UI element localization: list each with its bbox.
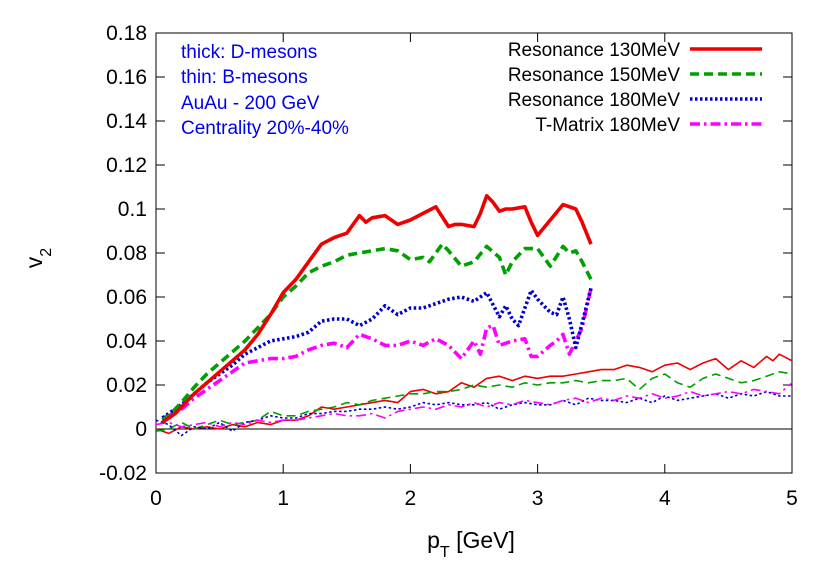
x-tick-label: 3 xyxy=(532,487,544,510)
y-axis-label-sub: 2 xyxy=(38,248,55,257)
series-line-thin xyxy=(155,353,793,435)
y-tick-label: 0.04 xyxy=(106,330,147,353)
y-tick-label: 0.06 xyxy=(106,286,147,309)
x-axis-label-unit: [GeV] xyxy=(450,527,515,553)
x-tick-label: 5 xyxy=(786,487,798,510)
y-tick-label: -0.02 xyxy=(99,462,147,485)
legend-label: T-Matrix 180MeV xyxy=(535,115,680,136)
y-tick-label: 0.12 xyxy=(106,154,147,177)
y-axis-label: v2 xyxy=(21,248,55,269)
x-tick-label: 1 xyxy=(277,487,289,510)
y-tick-label: 0 xyxy=(135,418,147,441)
y-tick-label: 0.02 xyxy=(106,374,147,397)
annotation-line: thin: B-mesons xyxy=(181,67,308,88)
series-line-thick xyxy=(161,194,593,424)
annotation-line: Centrality 20%-40% xyxy=(181,118,349,139)
series-line-thick xyxy=(161,242,593,422)
x-tick-label: 2 xyxy=(405,487,417,510)
y-axis-label-main: v xyxy=(21,256,47,268)
legend-label: Resonance 130MeV xyxy=(508,40,680,61)
y-tick-label: 0.14 xyxy=(106,110,147,133)
annotation-line: AuAu - 200 GeV xyxy=(181,93,320,114)
legend-label: Resonance 180MeV xyxy=(508,90,680,111)
series-line-thin xyxy=(155,370,793,432)
series-line-thick xyxy=(161,287,593,420)
y-tick-label: 0.1 xyxy=(118,198,147,221)
ticks: -0.0200.020.040.060.080.10.120.140.160.1… xyxy=(99,22,798,510)
legend-label: Resonance 150MeV xyxy=(508,65,680,86)
x-axis-label-main: p xyxy=(427,527,440,553)
x-axis-label: pT [GeV] xyxy=(427,527,515,561)
annotation-block: thick: D-mesons thin: B-mesons AuAu - 20… xyxy=(181,42,349,139)
y-tick-label: 0.18 xyxy=(106,22,147,45)
annotation-line: thick: D-mesons xyxy=(181,42,317,63)
y-tick-label: 0.08 xyxy=(106,242,147,265)
legend: Resonance 130MeV Resonance 150MeV Resonanc… xyxy=(508,40,762,136)
x-axis-label-sub: T xyxy=(440,544,450,561)
series-layer xyxy=(155,194,793,437)
series-line-thin xyxy=(155,390,792,437)
x-tick-label: 4 xyxy=(659,487,671,510)
x-tick-label: 0 xyxy=(150,487,162,510)
y-tick-label: 0.16 xyxy=(106,66,147,89)
series-line-thin xyxy=(155,382,793,428)
series-line-thick xyxy=(161,287,593,420)
